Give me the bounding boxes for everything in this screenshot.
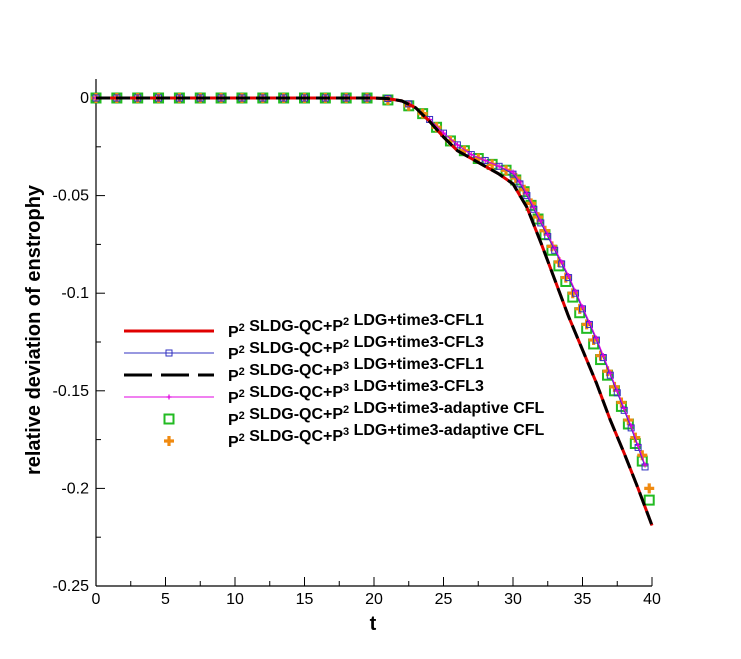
data-point <box>628 423 634 429</box>
data-point <box>600 353 606 359</box>
x-tick-label: 40 <box>643 591 661 608</box>
x-tick-label: 0 <box>92 591 101 608</box>
legend-item: P2 SLDG-QC+P3 LDG+time3-CFL3 <box>124 378 484 407</box>
x-tick-label: 15 <box>296 591 314 608</box>
x-tick-label: 10 <box>226 591 244 608</box>
data-point <box>621 405 627 411</box>
y-axis-ticks: 0 -0.05 -0.1 -0.15 -0.2 -0.25 <box>53 90 105 595</box>
data-point <box>607 370 613 376</box>
legend-marker <box>165 349 173 357</box>
data-point <box>468 152 474 158</box>
data-point <box>510 169 516 175</box>
legend-item: P2 SLDG-QC+P3 LDG+time3-CFL1 <box>124 356 484 385</box>
legend-label: P2 SLDG-QC+P2 LDG+time3-CFL3 <box>228 334 484 363</box>
x-axis-label: t <box>370 613 377 635</box>
legend-item: P2 SLDG-QC+P3 LDG+time3-adaptive CFL <box>164 422 545 451</box>
legend-item: P2 SLDG-QC+P2 LDG+time3-CFL3 <box>124 334 484 363</box>
data-point <box>559 259 565 265</box>
data-point <box>552 245 558 251</box>
y-tick-label: -0.25 <box>53 578 90 595</box>
legend-label: P2 SLDG-QC+P3 LDG+time3-CFL3 <box>228 378 484 407</box>
data-point <box>614 388 620 394</box>
data-point <box>593 335 599 341</box>
x-tick-label: 35 <box>574 591 592 608</box>
x-tick-label: 25 <box>435 591 453 608</box>
x-axis-ticks: 0 5 10 15 20 25 30 35 40 <box>92 577 661 608</box>
data-point <box>573 288 579 294</box>
data-point <box>453 141 461 149</box>
legend-marker <box>164 436 174 446</box>
legend-label: P2 SLDG-QC+P3 LDG+time3-adaptive CFL <box>228 422 545 451</box>
series-5 <box>90 92 655 506</box>
data-point <box>524 191 530 197</box>
data-point <box>531 204 537 210</box>
data-point <box>580 304 585 310</box>
y-axis-label: relative deviation of enstrophy <box>23 184 45 475</box>
legend-label: P2 SLDG-QC+P2 LDG+time3-CFL1 <box>228 312 484 341</box>
y-tick-label: -0.15 <box>53 383 90 400</box>
data-point <box>481 156 489 164</box>
legend-item: P2 SLDG-QC+P2 LDG+time3-CFL1 <box>124 312 484 341</box>
data-point <box>643 494 655 506</box>
data-point <box>482 157 488 163</box>
data-point <box>496 163 502 169</box>
y-tick-label: -0.1 <box>61 285 89 302</box>
legend-label: P2 SLDG-QC+P3 LDG+time3-CFL1 <box>228 356 484 385</box>
x-tick-label: 5 <box>161 591 170 608</box>
data-point <box>517 179 523 185</box>
data-point <box>642 462 648 468</box>
data-point <box>635 442 641 448</box>
x-tick-label: 30 <box>504 591 522 608</box>
y-tick-label: 0 <box>80 90 89 107</box>
data-point <box>644 483 655 494</box>
data-point <box>538 218 544 224</box>
data-point <box>586 319 592 325</box>
series-line <box>96 96 654 527</box>
series-3 <box>96 96 654 527</box>
legend-marker <box>163 413 175 425</box>
data-point <box>454 142 460 148</box>
data-point <box>545 232 551 238</box>
series-layer <box>90 92 655 527</box>
data-point <box>566 273 572 279</box>
y-tick-label: -0.05 <box>53 188 90 205</box>
legend-marker <box>166 394 172 400</box>
legend-item: P2 SLDG-QC+P2 LDG+time3-adaptive CFL <box>163 400 545 429</box>
data-point <box>495 162 503 170</box>
y-tick-label: -0.2 <box>61 480 89 497</box>
x-tick-label: 20 <box>365 591 383 608</box>
legend-label: P2 SLDG-QC+P2 LDG+time3-adaptive CFL <box>228 400 545 429</box>
